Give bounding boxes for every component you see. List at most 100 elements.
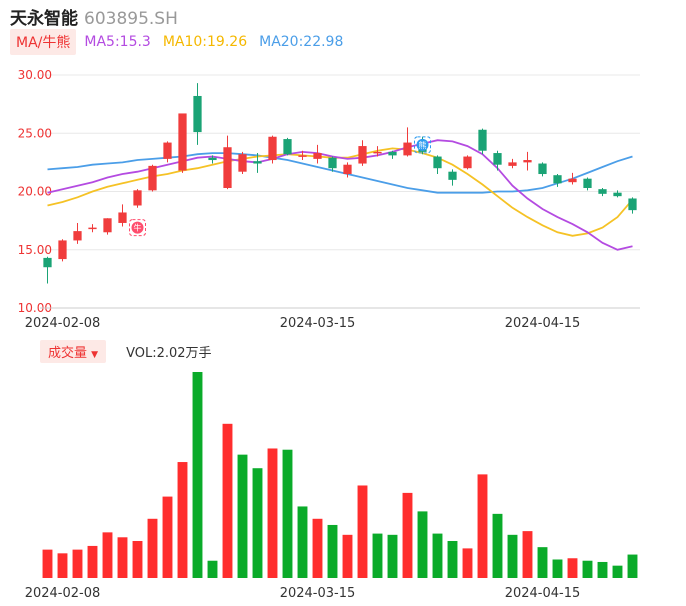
volume-bar xyxy=(177,462,188,578)
chevron-down-icon: ▼ xyxy=(91,349,99,360)
volume-bar xyxy=(387,534,398,578)
volume-bar xyxy=(237,454,248,578)
volume-bar xyxy=(402,492,413,578)
candle-body xyxy=(553,175,562,184)
y-tick-label: 25.00 xyxy=(18,126,52,140)
volume-bar xyxy=(117,537,128,578)
volume-bar xyxy=(432,533,443,578)
volume-bar xyxy=(267,448,278,578)
buy-marker-icon xyxy=(131,221,144,234)
candle-body xyxy=(598,189,607,194)
ma5-label: MA5:15.3 xyxy=(84,34,151,50)
y-tick-label: 30.00 xyxy=(18,68,52,82)
x-tick-label: 2024-03-15 xyxy=(280,586,356,601)
y-tick-label: 20.00 xyxy=(18,185,52,199)
candle-body xyxy=(628,198,637,211)
candle-body xyxy=(223,147,232,189)
candle-body xyxy=(118,212,127,223)
candle-body xyxy=(88,227,97,230)
candle-body xyxy=(73,231,82,241)
candle-body xyxy=(133,190,142,206)
volume-bar xyxy=(327,524,338,578)
volume-bar xyxy=(147,518,158,578)
volume-bar xyxy=(342,534,353,578)
candle-body xyxy=(568,178,577,183)
stock-title: 天永智能 603895.SH xyxy=(10,4,178,29)
candle-body xyxy=(523,160,532,163)
volume-bar xyxy=(627,554,638,578)
volume-bar xyxy=(417,511,428,578)
candle-body xyxy=(163,142,172,159)
ma5-line xyxy=(47,139,633,251)
candle-body xyxy=(403,142,412,156)
volume-bar xyxy=(537,547,548,578)
volume-bar xyxy=(357,485,368,578)
candle-body xyxy=(478,129,487,151)
volume-bar xyxy=(282,449,293,578)
volume-bar xyxy=(612,565,623,578)
candle-body xyxy=(538,163,547,175)
volume-bar xyxy=(477,474,488,578)
x-tick-label: 2024-02-08 xyxy=(25,316,101,331)
volume-tag-label: 成交量 xyxy=(48,345,88,361)
volume-bar xyxy=(72,549,83,578)
ma-legend: MA/牛熊 MA5:15.3 MA10:19.26 MA20:22.98 xyxy=(10,29,355,55)
volume-bar xyxy=(312,518,323,578)
volume-bar xyxy=(567,558,578,578)
x-tick-label: 2024-03-15 xyxy=(280,316,356,331)
volume-bar xyxy=(87,545,98,578)
sell-marker-label: 熊 xyxy=(419,140,427,150)
candle-body xyxy=(253,161,262,164)
volume-indicator-tag[interactable]: 成交量 ▼ xyxy=(40,339,107,363)
candle-body xyxy=(268,136,277,161)
sell-marker-icon xyxy=(416,138,429,151)
volume-bar xyxy=(552,559,563,578)
volume-bar xyxy=(492,513,503,578)
volume-bar xyxy=(42,549,53,578)
candle-body xyxy=(613,192,622,197)
candle-body xyxy=(103,218,112,233)
candle-body xyxy=(283,139,292,155)
candle-body xyxy=(238,154,247,172)
candle-body xyxy=(493,153,502,165)
candle-body xyxy=(43,257,52,268)
candle-body xyxy=(343,164,352,175)
candle-body xyxy=(358,146,367,164)
volume-bar xyxy=(582,560,593,578)
sell-marker-frame xyxy=(414,136,431,154)
ma20-label: MA20:22.98 xyxy=(259,34,344,50)
buy-marker-label: 牛 xyxy=(134,223,142,233)
ma10-label: MA10:19.26 xyxy=(162,34,248,50)
volume-value: VOL:2.02万手 xyxy=(126,345,212,361)
candle-body xyxy=(313,153,322,159)
candle-body xyxy=(388,151,397,156)
x-tick-label: 2024-04-15 xyxy=(505,586,581,601)
candle-body xyxy=(448,171,457,180)
stock-name: 天永智能 xyxy=(10,9,78,29)
volume-bar xyxy=(297,506,308,578)
volume-bar xyxy=(57,553,68,578)
volume-legend: 成交量 ▼ VOL:2.02万手 xyxy=(40,339,212,363)
x-tick-label: 2024-04-15 xyxy=(505,316,581,331)
candle-body xyxy=(583,178,592,189)
ma20-line xyxy=(47,152,633,194)
candle-body xyxy=(298,155,307,157)
volume-bar xyxy=(132,540,143,578)
stock-code: 603895.SH xyxy=(84,9,178,29)
candle-body xyxy=(178,113,187,171)
volume-bar xyxy=(372,533,383,578)
volume-bar xyxy=(192,372,203,578)
volume-bar xyxy=(507,534,518,578)
candle-body xyxy=(373,151,382,154)
candle-body xyxy=(193,95,202,133)
candle-body xyxy=(328,157,337,169)
volume-bar xyxy=(222,423,233,578)
volume-bar xyxy=(597,561,608,578)
candle-body xyxy=(58,240,67,260)
volume-bar xyxy=(522,531,533,578)
x-tick-label: 2024-02-08 xyxy=(25,586,101,601)
candle-body xyxy=(433,156,442,169)
candle-body xyxy=(463,156,472,169)
y-tick-label: 15.00 xyxy=(18,243,52,257)
ma-indicator-tag[interactable]: MA/牛熊 xyxy=(10,29,77,55)
